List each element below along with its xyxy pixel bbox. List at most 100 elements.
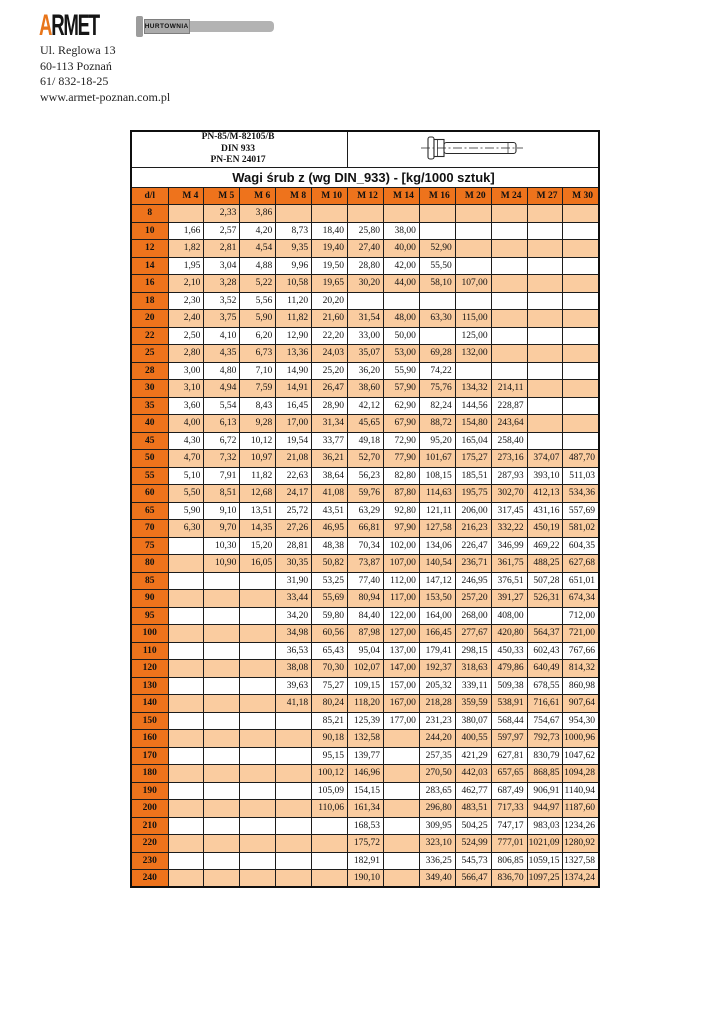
weight-cell: 22,63: [275, 466, 313, 485]
weight-cell: [526, 326, 564, 345]
weight-cell: 6,73: [239, 344, 277, 363]
weight-cell: 687,49: [490, 781, 528, 800]
weight-cell: 6,13: [203, 414, 241, 433]
weight-cell: 421,29: [454, 746, 492, 765]
table-row: 95 34,20 59,80 84,40 122,00 164,00 268,00 408,0…: [130, 606, 600, 625]
weight-cell: 450,33: [490, 641, 528, 660]
weight-cell: 716,61: [526, 694, 564, 713]
weight-cell: 4,70: [167, 449, 205, 468]
weight-cell: 5,90: [167, 501, 205, 520]
weight-cell: 38,60: [347, 379, 384, 398]
weight-cell: 349,40: [418, 869, 456, 888]
weight-cell: [239, 834, 277, 853]
weight-cell: [203, 676, 241, 695]
table-row: 60 5,50 8,51 12,68 24,17 41,08 59,76 87,80 114,6…: [130, 484, 600, 503]
weight-cell: [275, 869, 313, 888]
weight-cell: 627,68: [562, 554, 600, 573]
weight-cell: [167, 694, 205, 713]
weight-cell: 243,64: [490, 414, 528, 433]
weight-cell: 34,98: [275, 624, 313, 643]
row-label: 45: [130, 431, 169, 450]
weight-cell: [167, 781, 205, 800]
row-label: 110: [130, 641, 169, 660]
table-row: 70 6,30 9,70 14,35 27,26 46,95 66,81 97,90 127,5…: [130, 519, 600, 538]
weight-cell: [526, 431, 564, 450]
weight-cell: 24,17: [275, 484, 313, 503]
weight-cell: 73,87: [347, 554, 384, 573]
weight-cell: 408,00: [490, 606, 528, 625]
weight-cell: 43,51: [311, 501, 349, 520]
weight-cell: 13,51: [239, 501, 277, 520]
weight-cell: 27,26: [275, 519, 313, 538]
weight-cell: [490, 344, 528, 363]
table-row: 100 34,98 60,56 87,98 127,00 166,45 277,67 420,…: [130, 624, 600, 643]
weight-cell: 1140,94: [562, 781, 600, 800]
col-header-m8: M 8: [275, 186, 313, 205]
weight-cell: 59,80: [311, 606, 349, 625]
weight-cell: 273,16: [490, 449, 528, 468]
weight-cell: [382, 851, 420, 870]
weight-cell: [167, 799, 205, 818]
weight-cell: 339,11: [454, 676, 492, 695]
row-label: 160: [130, 729, 169, 748]
weight-cell: [382, 816, 420, 835]
weight-cell: [275, 746, 313, 765]
table-row: 65 5,90 9,10 13,51 25,72 43,51 63,29 92,80 121,1…: [130, 501, 600, 520]
weight-cell: [203, 869, 241, 888]
weight-cell: 95,04: [347, 641, 384, 660]
weight-cell: 2,80: [167, 344, 205, 363]
weight-cell: 117,00: [382, 589, 420, 608]
weight-cell: 60,56: [311, 624, 349, 643]
weight-cell: 777,01: [490, 834, 528, 853]
row-label: 190: [130, 781, 169, 800]
weight-cell: 21,08: [275, 449, 313, 468]
weight-cell: 4,10: [203, 326, 241, 345]
weight-cell: [239, 659, 277, 678]
weight-cell: [275, 711, 313, 730]
weight-cell: 147,00: [382, 659, 420, 678]
weight-cell: [203, 834, 241, 853]
weight-cell: [562, 291, 600, 310]
weight-cell: [239, 571, 277, 590]
weight-cell: 63,30: [418, 309, 456, 328]
weight-cell: 36,21: [311, 449, 349, 468]
weight-cell: [275, 729, 313, 748]
row-label: 230: [130, 851, 169, 870]
weight-cell: [526, 396, 564, 415]
weight-cell: [490, 274, 528, 293]
weight-cell: [490, 309, 528, 328]
weight-cell: 153,50: [418, 589, 456, 608]
standards-row: PN-85/M-82105/B DIN 933 PN-EN 24017: [130, 130, 600, 168]
table-title: Wagi śrub z (wg DIN_933) - [kg/1000 sztu…: [130, 166, 600, 188]
weight-cell: 41,08: [311, 484, 349, 503]
weight-cell: 717,33: [490, 799, 528, 818]
table-row: 8 2,33 3,86: [130, 204, 600, 223]
weight-cell: [239, 589, 277, 608]
weight-cell: 182,91: [347, 851, 384, 870]
brand-initial: A: [39, 9, 52, 42]
weight-cell: 4,00: [167, 414, 205, 433]
weight-cell: 134,32: [454, 379, 492, 398]
weight-cell: 6,30: [167, 519, 205, 538]
weight-cell: 206,00: [454, 501, 492, 520]
weight-cell: 268,00: [454, 606, 492, 625]
weight-cell: 109,15: [347, 676, 384, 695]
weight-cell: [239, 851, 277, 870]
weight-cell: 1000,96: [562, 729, 600, 748]
weight-cell: 7,32: [203, 449, 241, 468]
table-row: 170 95,15 139,77 257,35 421,29 627,81 830,79 10…: [130, 746, 600, 765]
weight-cell: [167, 729, 205, 748]
weight-cell: 2,40: [167, 309, 205, 328]
weight-cell: 244,20: [418, 729, 456, 748]
weight-cell: 25,80: [347, 221, 384, 240]
weight-cell: [562, 274, 600, 293]
weight-cell: 107,00: [454, 274, 492, 293]
weight-cell: 236,71: [454, 554, 492, 573]
col-header-m12: M 12: [347, 186, 384, 205]
weight-cell: 747,17: [490, 816, 528, 835]
weight-cell: 30,20: [347, 274, 384, 293]
weight-cell: 28,80: [347, 256, 384, 275]
weight-cell: [382, 869, 420, 888]
weight-cell: 3,10: [167, 379, 205, 398]
table-row: 140 41,18 80,24 118,20 167,00 218,28 359,59 538…: [130, 694, 600, 713]
